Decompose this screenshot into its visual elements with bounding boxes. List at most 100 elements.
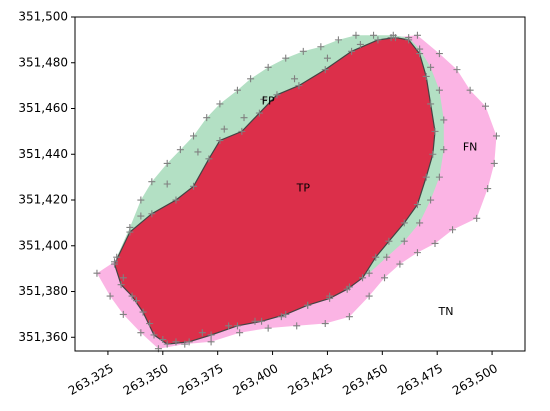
vertex-marker	[295, 82, 303, 90]
vertex-marker	[492, 132, 500, 140]
vertex-marker	[172, 196, 180, 204]
vertex-marker	[198, 329, 206, 337]
vertex-marker	[137, 196, 145, 204]
vertex-marker	[146, 320, 154, 328]
vertex-marker	[405, 36, 413, 44]
vertex-marker	[466, 86, 474, 94]
vertex-marker	[163, 180, 171, 188]
x-tick-label: 263,350	[121, 361, 171, 398]
vertex-marker	[119, 274, 127, 282]
x-tick-label: 263,325	[66, 361, 116, 398]
vertex-marker	[400, 237, 408, 245]
y-axis: 351,360 351,380 351,400 351,420 351,440 351,4…	[18, 10, 75, 344]
vertex-marker	[323, 54, 331, 62]
vertex-marker	[111, 260, 119, 268]
vertex-marker	[400, 219, 408, 227]
vertex-marker	[106, 292, 114, 300]
vertex-marker	[117, 281, 125, 289]
vertex-marker	[190, 182, 198, 190]
region-label-tp: TP	[296, 182, 311, 195]
vertex-marker	[374, 36, 382, 44]
vertex-marker	[391, 34, 399, 42]
vertex-marker	[416, 219, 424, 227]
vertex-marker	[207, 331, 215, 339]
vertex-marker	[194, 148, 202, 156]
vertex-marker	[216, 137, 224, 145]
region-label-fp: FP	[262, 95, 275, 108]
x-tick-label: 263,500	[450, 361, 500, 398]
vertex-marker	[427, 196, 435, 204]
vertex-marker	[205, 155, 213, 163]
y-tick-label: 351,380	[18, 284, 68, 298]
vertex-marker	[348, 47, 356, 55]
vertex-marker	[119, 310, 127, 318]
vertex-marker	[317, 43, 325, 51]
vertex-marker	[216, 100, 224, 108]
vertex-marker	[128, 292, 136, 300]
vertex-marker	[345, 313, 353, 321]
vertex-marker	[291, 75, 299, 83]
vertex-marker	[490, 159, 498, 167]
vertex-marker	[148, 178, 156, 186]
vertex-marker	[185, 338, 193, 346]
vertex-marker	[435, 50, 443, 58]
marker-layer	[93, 31, 500, 353]
vertex-marker	[139, 308, 147, 316]
vertex-marker	[372, 253, 380, 261]
vertex-marker	[383, 253, 391, 261]
y-tick-label: 351,360	[18, 330, 68, 344]
vertex-marker	[429, 150, 437, 158]
vertex-marker	[413, 201, 421, 209]
vertex-marker	[113, 253, 121, 261]
plot-frame	[74, 16, 526, 352]
vertex-marker	[381, 274, 389, 282]
vertex-marker	[359, 274, 367, 282]
x-tick-label: 263,375	[176, 361, 226, 398]
vertex-marker	[240, 114, 248, 122]
vertex-marker	[163, 159, 171, 167]
vertex-marker	[352, 31, 360, 39]
vertex-marker	[233, 86, 241, 94]
x-tick-label: 263,450	[340, 361, 390, 398]
vertex-marker	[258, 317, 266, 325]
vertex-marker	[126, 228, 134, 236]
vertex-marker	[207, 338, 215, 346]
vertex-marker	[413, 31, 421, 39]
vertex-marker	[431, 127, 439, 135]
vertex-marker	[225, 322, 233, 330]
vertex-marker	[150, 331, 158, 339]
vertex-marker	[304, 301, 312, 309]
vertex-marker	[137, 329, 145, 337]
vertex-marker	[385, 237, 393, 245]
vertex-marker	[264, 63, 272, 71]
y-tick-label: 351,480	[18, 55, 68, 69]
vertex-marker	[365, 269, 373, 277]
region-label-fn: FN	[463, 140, 478, 153]
vertex-marker	[190, 132, 198, 140]
vertex-marker	[220, 125, 228, 133]
vertex-marker	[176, 146, 184, 154]
vertex-marker	[396, 260, 404, 268]
vertex-marker	[251, 317, 259, 325]
vertex-marker	[163, 340, 171, 348]
vertex-marker	[422, 173, 430, 181]
vertex-marker	[440, 146, 448, 154]
annotation-layer: FP FN TP TN	[262, 95, 478, 318]
y-tick-label: 351,400	[18, 238, 68, 252]
vertex-marker	[260, 95, 268, 103]
vertex-marker	[203, 114, 211, 122]
vertex-marker	[427, 100, 435, 108]
x-axis: 263,325 263,350 263,375 263,400 263,425 263,4…	[66, 351, 500, 398]
vertex-marker	[481, 102, 489, 110]
y-tick-label: 351,500	[18, 10, 68, 24]
vertex-marker	[427, 63, 435, 71]
y-tick-label: 351,460	[18, 101, 68, 115]
vertex-marker	[137, 212, 145, 220]
vertex-marker	[273, 91, 281, 99]
y-tick-label: 351,420	[18, 193, 68, 207]
vertex-marker	[282, 310, 290, 318]
vertex-marker	[413, 249, 421, 257]
vertex-marker	[321, 66, 329, 74]
x-tick-label: 263,425	[285, 361, 335, 398]
